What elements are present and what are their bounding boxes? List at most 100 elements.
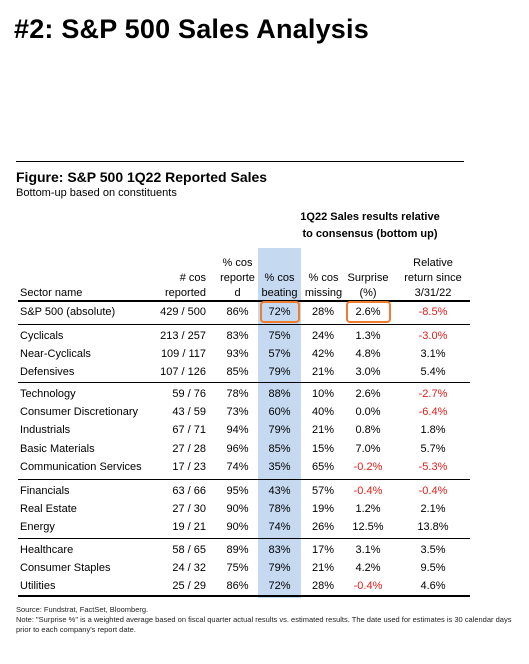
cell-num-reported: 25 / 29 <box>172 580 206 592</box>
cell-num-reported: 59 / 76 <box>172 388 206 400</box>
header-pct-beating: % cos beating <box>258 271 301 301</box>
cell-relative-return: 2.1% <box>420 503 446 515</box>
header-line: % cos <box>308 272 339 284</box>
cell-surprise: 4.2% <box>355 562 381 574</box>
header-surprise: Surprise (%) <box>344 271 392 301</box>
header-pct-missing: % cos missing <box>302 271 345 301</box>
cell-pct-reported: 75% <box>226 562 249 574</box>
cell-surprise: -0.2% <box>353 461 383 473</box>
cell-relative-return: -5.3% <box>418 461 448 473</box>
table-row: Technology 59 / 76 78% 88% 10% 2.6% -2.7% <box>0 385 529 403</box>
cell-pct-missing: 21% <box>311 424 335 436</box>
cell-num-reported: 43 / 59 <box>172 406 206 418</box>
cell-sector: Financials <box>20 485 70 497</box>
cell-pct-missing: 40% <box>311 406 335 418</box>
cell-surprise: 3.1% <box>355 544 381 556</box>
header-line: reported <box>165 287 206 299</box>
cell-surprise: 7.0% <box>355 443 381 455</box>
cell-pct-beating: 72% <box>268 580 291 592</box>
cell-surprise: 12.5% <box>352 521 384 533</box>
header-sector-line: Sector name <box>20 287 83 299</box>
header-line: Surprise <box>347 272 389 284</box>
figure-top-rule <box>16 161 464 162</box>
cell-pct-reported: 74% <box>226 461 249 473</box>
cell-surprise: -0.4% <box>353 580 383 592</box>
cell-pct-reported: 90% <box>226 521 249 533</box>
cell-pct-reported: 83% <box>226 330 249 342</box>
cell-surprise: 0.0% <box>355 406 381 418</box>
cell-relative-return: 9.5% <box>420 562 446 574</box>
cell-pct-reported: 85% <box>226 366 249 378</box>
cell-sector: Near-Cyclicals <box>20 348 91 360</box>
cell-sector: Basic Materials <box>20 443 95 455</box>
cell-pct-reported: 73% <box>226 406 249 418</box>
cell-relative-return: -2.7% <box>418 388 448 400</box>
cell-pct-missing: 57% <box>311 485 335 497</box>
cell-relative-return: 3.5% <box>420 544 446 556</box>
table-row: Real Estate 27 / 30 90% 78% 19% 1.2% 2.1% <box>0 500 529 518</box>
cell-relative-return: -3.0% <box>418 330 448 342</box>
highlight-box-surprise <box>346 301 391 323</box>
header-line: beating <box>261 287 298 299</box>
cell-num-reported: 67 / 71 <box>172 424 206 436</box>
cell-pct-missing: 26% <box>311 521 335 533</box>
cell-sector: Communication Services <box>20 461 142 473</box>
cell-pct-missing: 65% <box>311 461 335 473</box>
cell-sector: Cyclicals <box>20 330 64 342</box>
cell-num-reported: 107 / 126 <box>160 366 206 378</box>
cell-num-reported: 109 / 117 <box>160 348 206 360</box>
header-pct-reported: % cos reporte d <box>216 256 259 301</box>
figure-title: Figure: S&P 500 1Q22 Reported Sales <box>16 169 268 185</box>
cell-pct-beating: 79% <box>268 366 291 378</box>
cell-pct-beating: 83% <box>268 544 291 556</box>
table-row: Near-Cyclicals 109 / 117 93% 57% 42% 4.8% 3.1% <box>0 345 529 363</box>
cell-num-reported: 19 / 21 <box>172 521 206 533</box>
cell-relative-return: -8.5% <box>418 306 448 318</box>
cell-surprise: -0.4% <box>353 485 383 497</box>
cell-relative-return: -6.4% <box>418 406 448 418</box>
cell-pct-reported: 95% <box>226 485 249 497</box>
source-notes: Source: Fundstrat, FactSet, Bloomberg. N… <box>16 605 516 635</box>
table-row: Consumer Discretionary 43 / 59 73% 60% 40% 0.… <box>0 403 529 421</box>
cell-pct-beating: 72% <box>268 306 291 318</box>
cell-pct-reported: 96% <box>226 443 249 455</box>
header-line: % cos <box>264 272 295 284</box>
header-line: d <box>234 287 241 299</box>
cell-relative-return: 5.4% <box>420 366 446 378</box>
figure-subtitle: Bottom-up based on constituents <box>16 187 177 199</box>
table-row: Basic Materials 27 / 28 96% 85% 15% 7.0% 5.7% <box>0 440 529 458</box>
cell-relative-return: 13.8% <box>417 521 449 533</box>
cell-relative-return: 4.6% <box>420 580 446 592</box>
table-divider <box>18 479 470 480</box>
cell-pct-reported: 78% <box>226 388 249 400</box>
group-header: 1Q22 Sales results relative to consensus… <box>272 209 468 243</box>
cell-sector: Energy <box>20 521 55 533</box>
cell-num-reported: 27 / 28 <box>172 443 206 455</box>
header-line: (%) <box>359 287 377 299</box>
highlight-box-beating <box>260 301 300 323</box>
cell-relative-return: -0.4% <box>418 485 448 497</box>
header-line: Relative <box>413 257 453 269</box>
table-divider <box>18 538 470 539</box>
cell-pct-beating: 88% <box>268 388 291 400</box>
header-line: return since <box>404 272 462 284</box>
cell-pct-beating: 79% <box>268 562 291 574</box>
table-row: Financials 63 / 66 95% 43% 57% -0.4% -0.4% <box>0 482 529 500</box>
header-line: reporte <box>220 272 255 284</box>
table-row: Utilities 25 / 29 86% 72% 28% -0.4% 4.6% <box>0 577 529 595</box>
cell-pct-beating: 35% <box>268 461 291 473</box>
cell-pct-missing: 42% <box>311 348 335 360</box>
cell-pct-beating: 78% <box>268 503 291 515</box>
table-row: Cyclicals 213 / 257 83% 75% 24% 1.3% -3.0% <box>0 327 529 345</box>
cell-num-reported: 17 / 23 <box>172 461 206 473</box>
table-row: Communication Services 17 / 23 74% 35% 65% -0… <box>0 458 529 476</box>
cell-pct-missing: 28% <box>311 306 335 318</box>
cell-pct-beating: 85% <box>268 443 291 455</box>
cell-surprise: 1.2% <box>355 503 381 515</box>
group-header-line: 1Q22 Sales results relative <box>300 211 440 223</box>
cell-pct-reported: 86% <box>226 580 249 592</box>
cell-pct-beating: 79% <box>268 424 291 436</box>
cell-pct-beating: 74% <box>268 521 291 533</box>
cell-sector: Utilities <box>20 580 56 592</box>
table-divider <box>18 324 470 325</box>
